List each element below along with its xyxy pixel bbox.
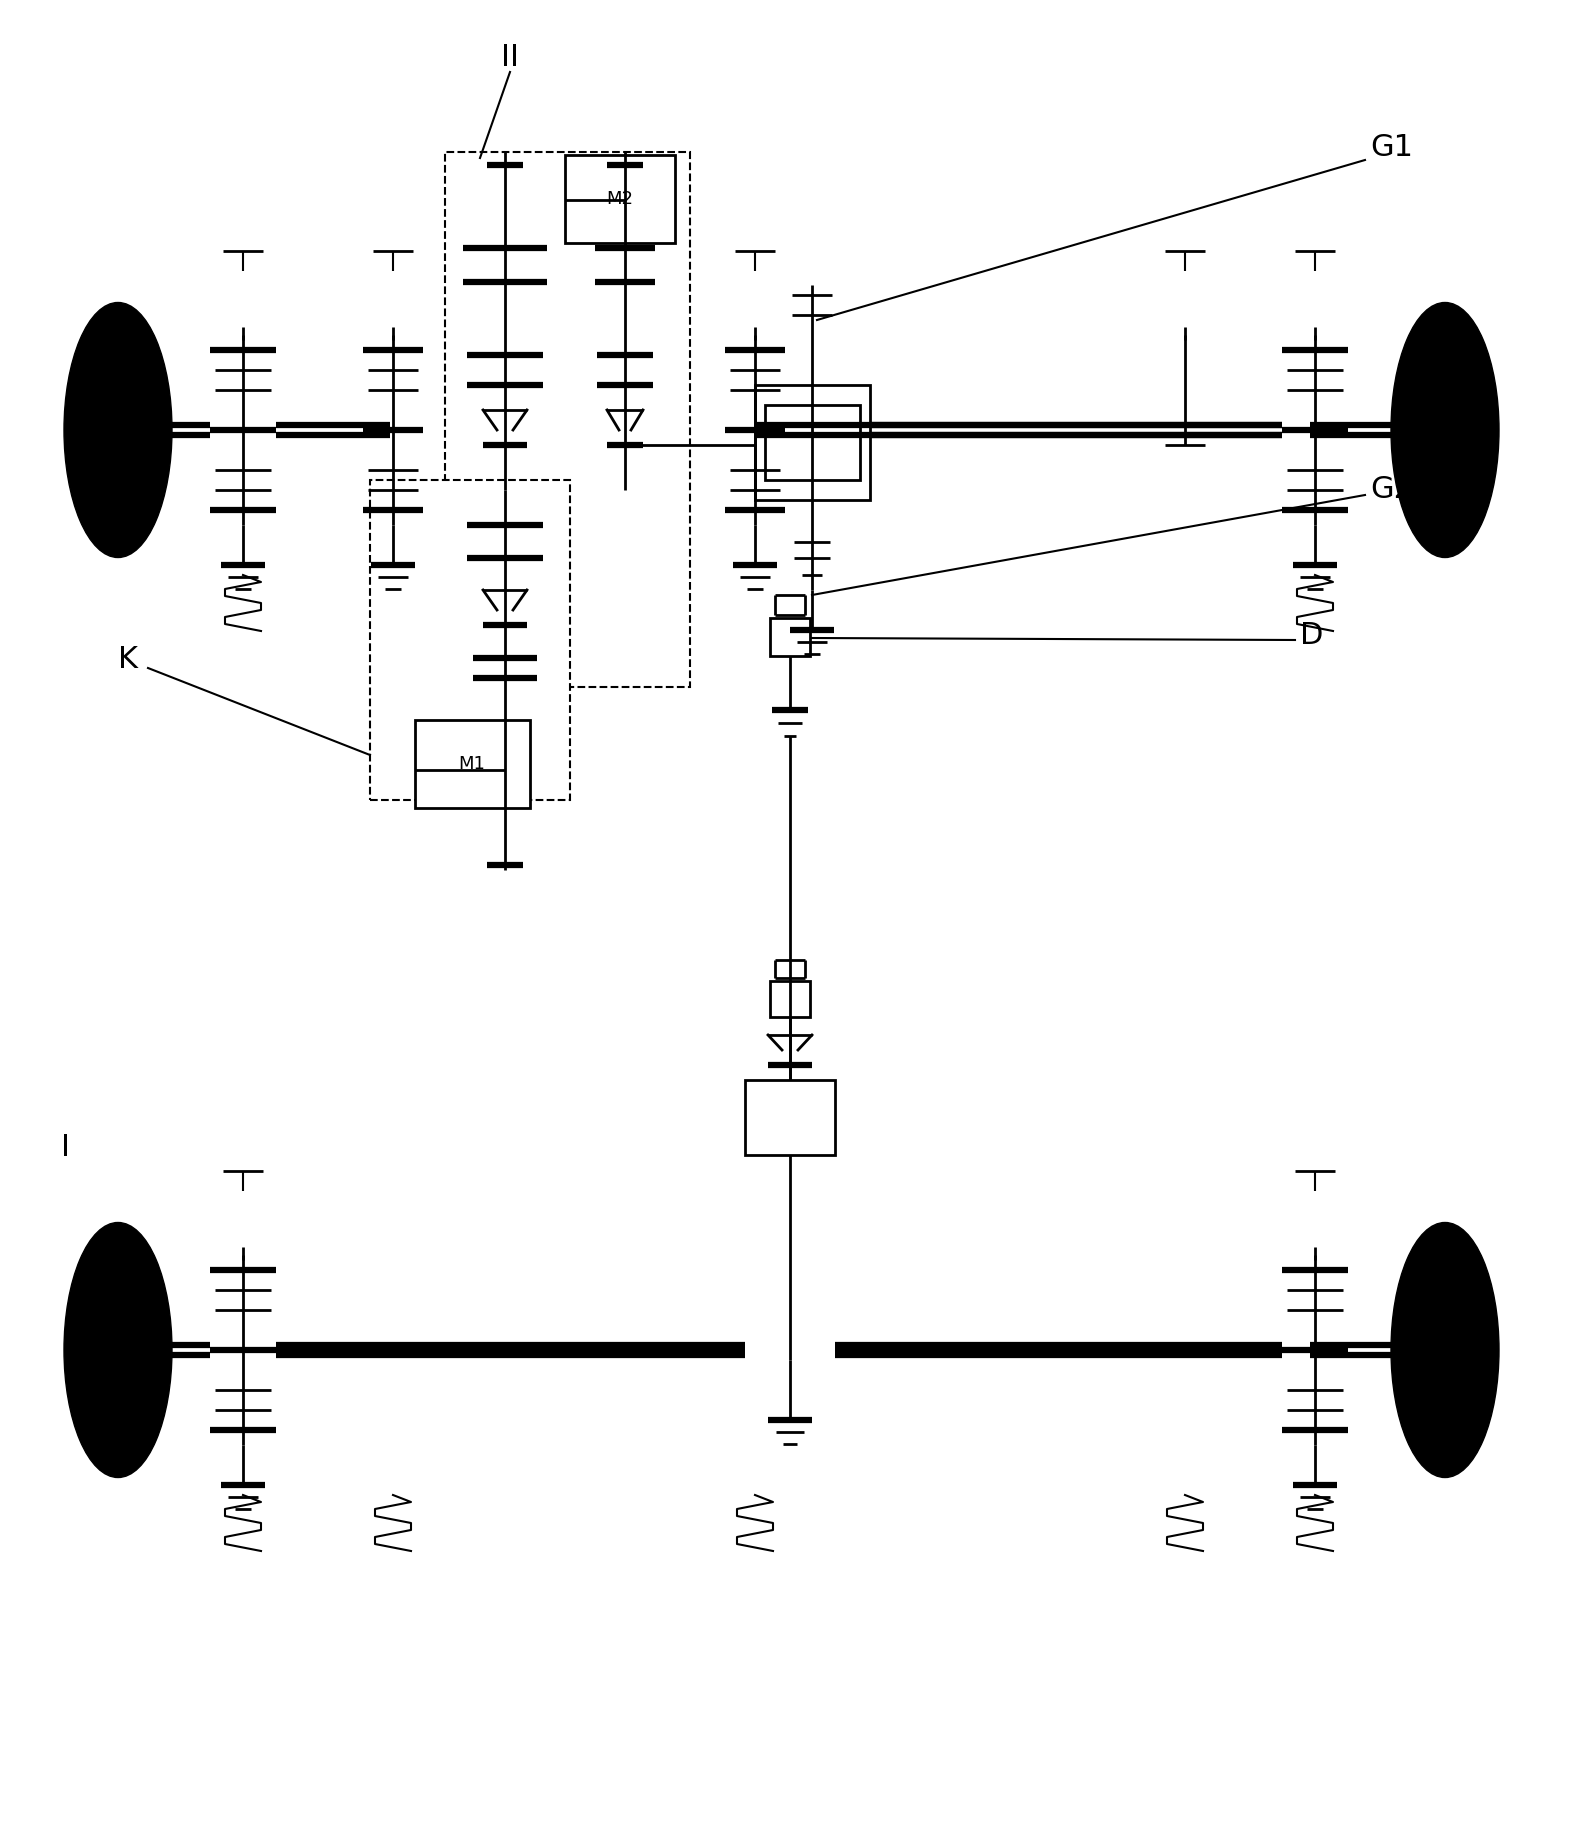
Ellipse shape — [1391, 302, 1499, 558]
Bar — [444, 151, 689, 687]
Text: I: I — [61, 1133, 69, 1162]
Bar — [746, 1080, 835, 1155]
Bar — [765, 404, 860, 479]
Ellipse shape — [1391, 1223, 1499, 1478]
Text: G2: G2 — [1371, 476, 1413, 505]
Ellipse shape — [64, 302, 173, 558]
Bar — [371, 479, 570, 800]
Bar — [769, 618, 810, 656]
Text: M1: M1 — [458, 754, 485, 773]
Bar — [414, 720, 531, 807]
Ellipse shape — [64, 1223, 173, 1478]
Bar — [565, 155, 675, 242]
Bar — [755, 384, 870, 499]
Text: G1: G1 — [1371, 133, 1413, 162]
Text: II: II — [501, 44, 520, 73]
Text: K: K — [118, 645, 138, 674]
Text: M2: M2 — [606, 189, 634, 208]
Text: D: D — [1300, 621, 1324, 649]
Bar — [769, 980, 810, 1017]
